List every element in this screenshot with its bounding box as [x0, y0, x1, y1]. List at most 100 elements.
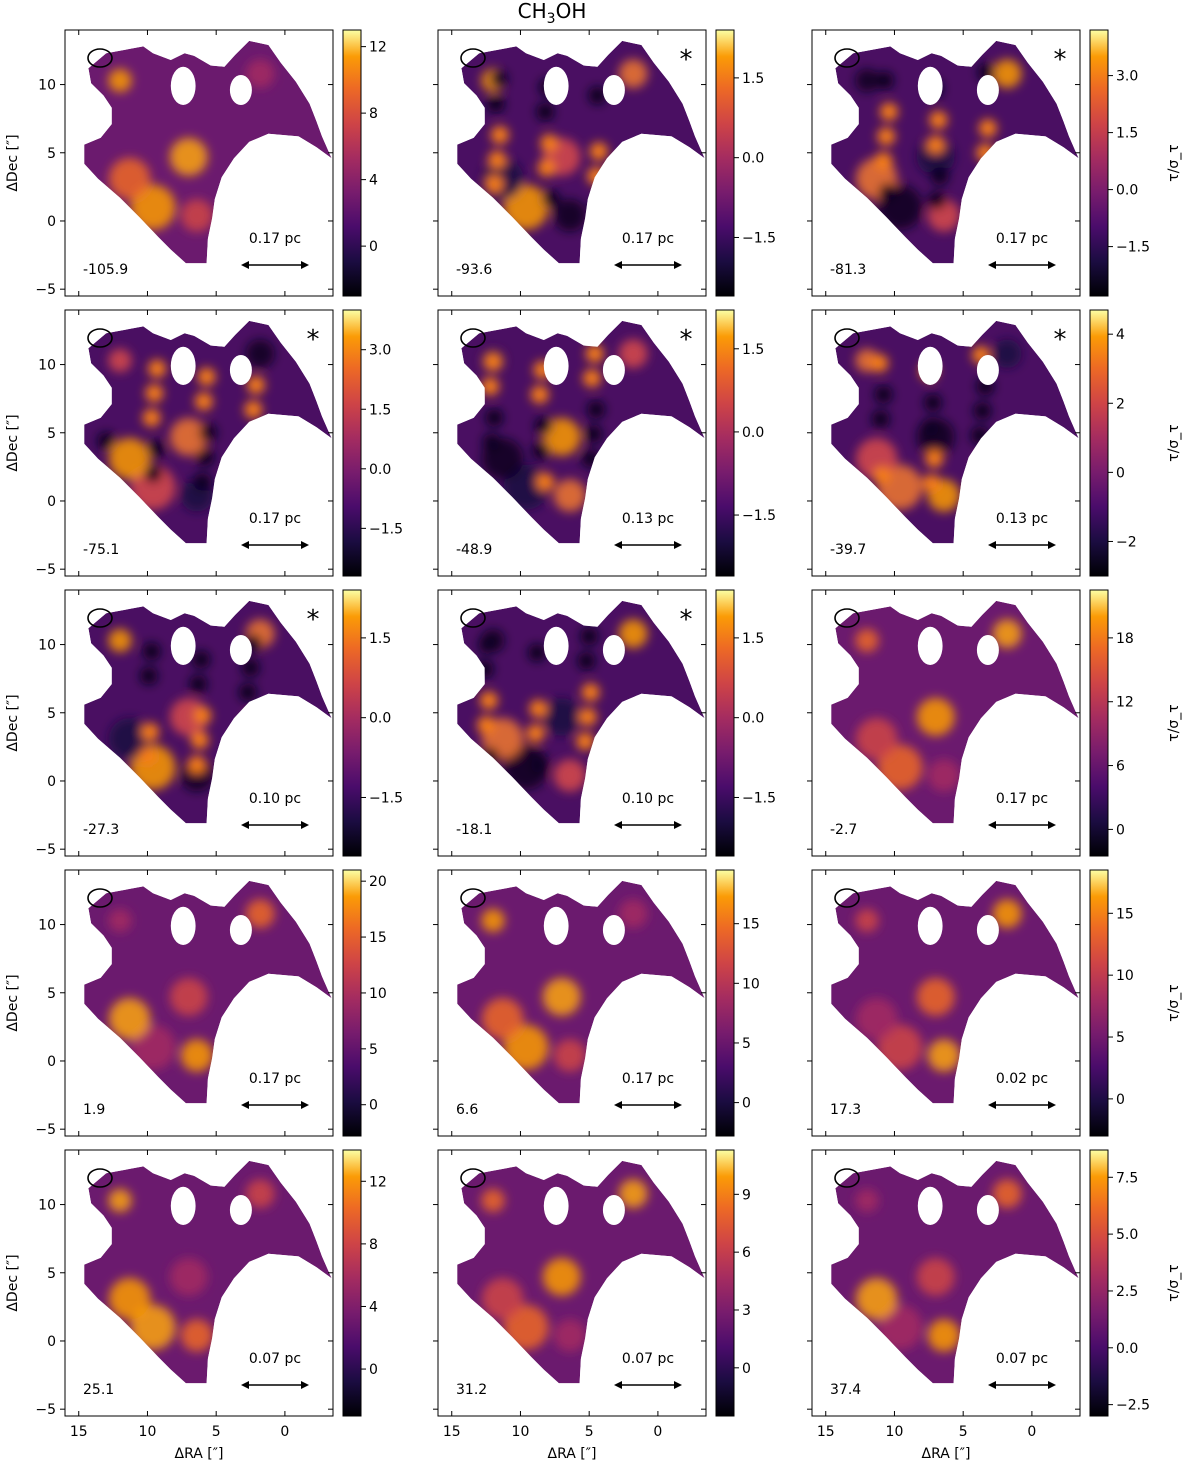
emission-structure: [108, 59, 275, 232]
colorbar: [715, 1149, 735, 1417]
y-tick-label: 5: [47, 986, 56, 1002]
panel-6: * -39.7 0.13 pc 4 2 0 −2 τ/σ_τ: [807, 309, 1182, 577]
emission-blob: [923, 393, 942, 412]
colorbar: [1089, 869, 1109, 1137]
colorbar-tick-label: 5: [1116, 1030, 1125, 1046]
emission-blob: [855, 1278, 898, 1320]
colorbar-tick-label: 4: [369, 173, 378, 189]
map-hole: [229, 355, 252, 385]
emission-blob: [503, 1304, 549, 1350]
colorbar-tick-label: 9: [742, 1187, 751, 1203]
emission-blob: [992, 619, 1022, 649]
x-tick-label: 10: [886, 1424, 904, 1440]
y-tick-label: 10: [38, 638, 56, 654]
y-axis-label: ΔDec [″]: [5, 414, 21, 471]
emission-blob: [97, 432, 116, 450]
panel-frame: [64, 1149, 334, 1417]
colorbar-tick-label: 5.0: [1116, 1227, 1138, 1243]
colorbar-tick-label: 1.5: [369, 402, 391, 418]
scale-label: 0.07 pc: [249, 1351, 301, 1367]
y-tick-label: 10: [38, 918, 56, 934]
colorbar: [715, 869, 735, 1137]
beam-ellipse: [460, 608, 486, 628]
map-hole: [543, 626, 569, 665]
emission-blob: [553, 1039, 587, 1072]
figure-title: CH3OH: [518, 0, 587, 27]
beam-ellipse: [460, 888, 486, 908]
panel-1: 10 5 0 −5 ΔDec [″] -105.9 0.17 pc 12 8 4 0: [5, 29, 387, 298]
colorbar-tick-label: 0: [742, 1361, 751, 1377]
emission-blob: [189, 675, 208, 694]
emission-blob: [142, 408, 161, 427]
emission-blob: [916, 1258, 955, 1296]
map-hole: [917, 626, 943, 665]
scale-label: 0.13 pc: [622, 511, 674, 527]
map-hole: [976, 75, 999, 105]
panel-frame: [811, 309, 1081, 577]
panel-frame: [437, 29, 707, 297]
colorbar: [342, 29, 362, 297]
velocity-label: 6.6: [456, 1102, 478, 1118]
colorbar: [342, 1149, 362, 1417]
emission-blob: [486, 94, 505, 113]
map-hole: [602, 915, 625, 945]
emission-blob: [130, 184, 176, 230]
emission-blob: [138, 747, 157, 766]
emission-blob: [588, 86, 607, 105]
emission-blob: [536, 472, 555, 491]
emission-blob: [927, 1039, 961, 1072]
emission-blob: [553, 199, 587, 232]
emission-blob: [130, 1304, 176, 1350]
colorbar-tick-label: 4: [369, 1299, 378, 1315]
velocity-label: -105.9: [83, 262, 128, 278]
velocity-label: 1.9: [83, 1102, 105, 1118]
emission-blob: [108, 1278, 151, 1320]
y-tick-label: 5: [47, 706, 56, 722]
panel-frame: [811, 869, 1081, 1137]
colorbar-tick-label: 5: [742, 1036, 751, 1052]
scale-arrowhead: [674, 261, 682, 269]
emission-map: [831, 1160, 1079, 1384]
beam-ellipse: [834, 608, 860, 628]
panel-frame: [64, 589, 334, 857]
y-tick-label: −5: [35, 1122, 56, 1138]
emission-blob: [875, 71, 894, 90]
emission-blob: [618, 899, 648, 929]
y-axis-label: ΔDec [″]: [5, 974, 21, 1031]
map-hole: [229, 75, 252, 105]
emission-map: [457, 1160, 705, 1384]
scale-arrowhead: [241, 1381, 249, 1389]
map-hole: [543, 1186, 569, 1225]
colorbar: [1089, 1149, 1109, 1417]
beam-ellipse: [834, 1168, 860, 1188]
colorbar-tick-label: −1.5: [369, 521, 403, 537]
emission-blob: [855, 1188, 879, 1213]
emission-blob: [528, 643, 546, 662]
beam-ellipse: [87, 1168, 113, 1188]
panel-12: 17.3 0.02 pc 15 10 5 0 τ/σ_τ: [807, 869, 1182, 1137]
colorbar-tick-label: −1.5: [742, 508, 776, 524]
colorbar-tick-label: 20: [369, 874, 387, 890]
emission-map: [84, 1160, 332, 1384]
scale-arrowhead: [241, 821, 249, 829]
colorbar: [342, 589, 362, 857]
emission-blob: [481, 1188, 505, 1213]
map-hole: [917, 346, 943, 385]
colorbar-tick-label: 15: [1116, 906, 1134, 922]
emission-structure: [108, 899, 275, 1072]
x-tick-label: 5: [585, 1424, 594, 1440]
emission-blob: [877, 1024, 923, 1070]
scale-label: 0.17 pc: [249, 511, 301, 527]
scale-arrowhead: [614, 1101, 622, 1109]
emission-blob: [108, 1188, 132, 1213]
map-hole: [229, 915, 252, 945]
scale-label: 0.13 pc: [996, 511, 1048, 527]
emission-blob: [921, 418, 940, 437]
emission-blob: [916, 978, 955, 1016]
colorbar-tick-label: 3.0: [1116, 69, 1138, 85]
scale-arrowhead: [674, 821, 682, 829]
emission-blob: [196, 448, 215, 467]
beam-ellipse: [834, 48, 860, 68]
scale-arrowhead: [301, 1101, 309, 1109]
emission-blob: [194, 392, 213, 411]
